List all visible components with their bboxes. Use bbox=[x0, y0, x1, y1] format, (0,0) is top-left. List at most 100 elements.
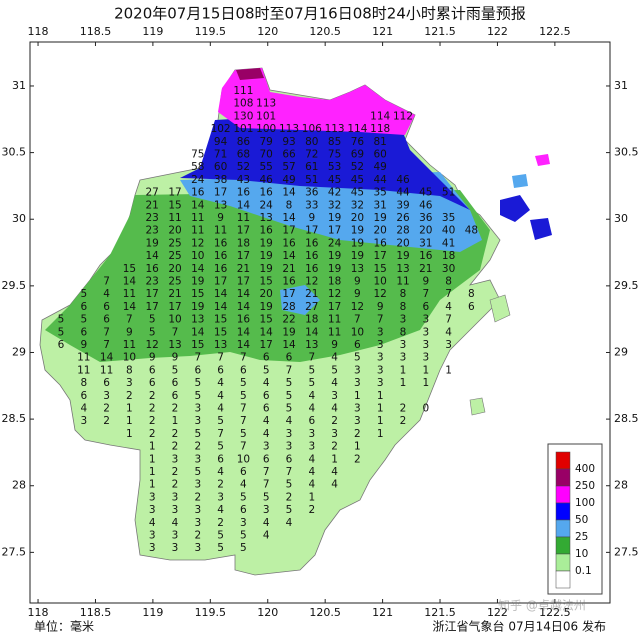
rain-value: 3 bbox=[80, 415, 87, 427]
rain-value: 41 bbox=[442, 237, 455, 249]
rain-value: 4 bbox=[308, 390, 315, 402]
rain-value: 9 bbox=[126, 326, 133, 338]
rain-value: 69 bbox=[351, 149, 364, 161]
rain-value: 20 bbox=[351, 212, 364, 224]
rain-value: 19 bbox=[351, 250, 364, 262]
lon-label-top: 118.5 bbox=[80, 25, 112, 38]
rain-value: 0 bbox=[422, 403, 429, 415]
rain-value: 25 bbox=[168, 250, 181, 262]
rain-value: 12 bbox=[351, 301, 364, 313]
rain-value: 2 bbox=[172, 403, 179, 415]
rain-value: 16 bbox=[282, 237, 296, 249]
map-title: 2020年07月15日08时至07月16日08时24小时累计雨量预报 bbox=[114, 5, 526, 23]
rain-value: 6 bbox=[354, 339, 361, 351]
rain-value: 5 bbox=[217, 542, 224, 554]
rain-value: 8 bbox=[126, 364, 133, 376]
rain-value: 12 bbox=[305, 276, 318, 288]
rain-value: 32 bbox=[328, 199, 341, 211]
legend-label: 10 bbox=[575, 548, 588, 560]
rain-value: 3 bbox=[194, 504, 201, 516]
rain-value: 45 bbox=[328, 174, 341, 186]
rain-value: 5 bbox=[308, 364, 315, 376]
rain-value: 1 bbox=[377, 415, 384, 427]
rain-value: 3 bbox=[149, 504, 156, 516]
rain-value: 68 bbox=[237, 149, 250, 161]
rain-value: 8 bbox=[400, 301, 407, 313]
rain-value: 12 bbox=[146, 339, 159, 351]
rain-value: 5 bbox=[149, 314, 156, 326]
island bbox=[530, 218, 552, 240]
rain-value: 6 bbox=[263, 453, 270, 465]
rain-value: 32 bbox=[351, 199, 364, 211]
rain-value: 6 bbox=[80, 301, 87, 313]
rain-value: 4 bbox=[331, 466, 338, 478]
rain-value: 13 bbox=[305, 339, 318, 351]
rain-value: 6 bbox=[240, 364, 247, 376]
rain-value: 4 bbox=[331, 377, 338, 389]
rain-value: 17 bbox=[328, 225, 341, 237]
rain-value: 4 bbox=[217, 377, 224, 389]
rain-value: 16 bbox=[237, 314, 251, 326]
rain-value: 11 bbox=[100, 364, 113, 376]
rain-value: 51 bbox=[305, 174, 318, 186]
rain-value: 19 bbox=[260, 237, 273, 249]
rain-value: 5 bbox=[240, 390, 247, 402]
lon-label-bottom: 121.5 bbox=[424, 606, 456, 619]
rain-value: 106 bbox=[302, 123, 322, 135]
lat-label-right: 30.5 bbox=[614, 146, 639, 159]
rain-value: 17 bbox=[282, 288, 295, 300]
rain-value: 42 bbox=[328, 187, 341, 199]
rain-value: 15 bbox=[214, 314, 227, 326]
lat-label-right: 29 bbox=[614, 345, 628, 358]
rain-value: 5 bbox=[240, 491, 247, 503]
rain-value: 113 bbox=[279, 123, 299, 135]
rain-50-100 bbox=[180, 115, 470, 210]
rain-value: 7 bbox=[103, 276, 110, 288]
rain-value: 48 bbox=[465, 225, 478, 237]
rain-value: 112 bbox=[393, 110, 413, 122]
rain-value: 12 bbox=[328, 288, 341, 300]
rain-value: 8 bbox=[468, 288, 475, 300]
rain-value: 2 bbox=[103, 403, 110, 415]
rain-value: 7 bbox=[240, 403, 247, 415]
lon-label-top: 122.5 bbox=[539, 25, 571, 38]
rain-value: 5 bbox=[286, 403, 293, 415]
rain-value: 45 bbox=[351, 187, 364, 199]
rain-value: 4 bbox=[286, 415, 293, 427]
rain-value: 14 bbox=[191, 263, 205, 275]
lat-label-left: 27.5 bbox=[2, 545, 27, 558]
rain-value: 2 bbox=[400, 403, 407, 415]
rain-value: 9 bbox=[354, 288, 361, 300]
rain-value: 36 bbox=[419, 212, 433, 224]
rain-value: 3 bbox=[149, 542, 156, 554]
rain-value: 3 bbox=[308, 428, 315, 440]
rain-value: 38 bbox=[214, 174, 227, 186]
rain-value: 1 bbox=[149, 479, 156, 491]
rain-value: 4 bbox=[240, 479, 247, 491]
rain-value: 3 bbox=[354, 415, 361, 427]
rain-value: 2 bbox=[172, 428, 179, 440]
rain-value: 18 bbox=[237, 237, 250, 249]
rain-value: 28 bbox=[396, 225, 409, 237]
rain-value: 20 bbox=[168, 225, 181, 237]
lon-label-bottom: 119 bbox=[142, 606, 163, 619]
rain-value: 5 bbox=[263, 491, 270, 503]
rain-value: 6 bbox=[58, 339, 65, 351]
rain-value: 14 bbox=[123, 301, 137, 313]
rain-value: 11 bbox=[123, 288, 136, 300]
rain-value: 100 bbox=[256, 123, 276, 135]
lon-label-top: 119.5 bbox=[195, 25, 227, 38]
rain-value: 6 bbox=[149, 364, 156, 376]
rain-value: 11 bbox=[328, 326, 341, 338]
rain-value: 13 bbox=[214, 199, 227, 211]
rain-value: 66 bbox=[282, 149, 296, 161]
rain-value: 2 bbox=[286, 491, 293, 503]
rain-value: 3 bbox=[194, 415, 201, 427]
rain-value: 3 bbox=[172, 453, 179, 465]
rain-value: 14 bbox=[282, 187, 296, 199]
rain-value: 11 bbox=[123, 339, 136, 351]
rain-value: 70 bbox=[260, 149, 273, 161]
rain-value: 4 bbox=[308, 403, 315, 415]
rain-value: 8 bbox=[400, 326, 407, 338]
